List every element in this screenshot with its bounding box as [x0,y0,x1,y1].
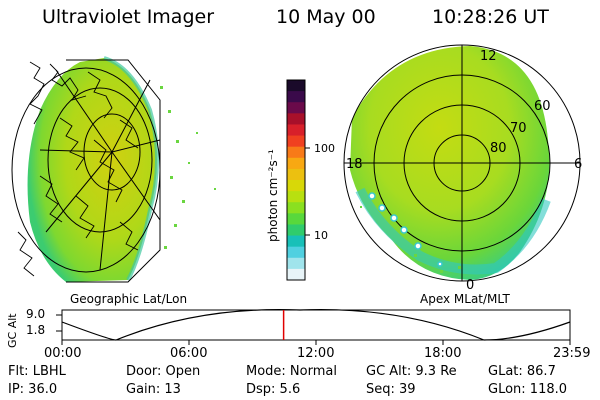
timeline-xtick-0000: 00:00 [44,346,82,361]
colorbar-segment [287,102,305,114]
auroral-oval-left [27,58,157,282]
colorbar-tick-label-100: 100 [314,142,335,155]
speckle-right [368,192,443,267]
colorbar-segment [287,224,305,237]
info-mode: Mode: Normal [246,364,337,379]
colorbar-segment [287,191,305,203]
info-filter: Flt: LBHL [8,364,66,379]
colorbar-segment [287,113,305,125]
info-dsp: Dsp: 5.6 [246,382,301,397]
timeline-axis-label: GC Alt [6,313,19,348]
colorbar-unit-label: photon cm⁻²s⁻¹ [266,149,280,242]
colorbar-segment [287,246,305,259]
mlat-label-70: 70 [510,121,527,136]
mlt-label-12: 12 [480,49,497,64]
timeline-xtick-2359: 23:59 [553,346,591,361]
info-door: Door: Open [126,364,201,379]
polar-grid [343,44,581,282]
colorbar-frame [286,79,306,281]
colorbar-segment [287,257,305,270]
info-ip: IP: 36.0 [8,382,58,397]
timeline-xtick-0600: 06:00 [170,346,208,361]
info-glat: GLat: 86.7 [488,364,556,379]
colorbar [286,79,306,281]
info-glon: GLon: 118.0 [488,382,568,397]
mlt-label-6: 6 [574,157,582,172]
image-date: 10 May 00 [276,6,376,28]
mlat-label-80: 80 [490,141,507,156]
right-panel-caption: Apex MLat/MLT [420,292,510,306]
colorbar-segment [287,124,305,137]
colorbar-segment [287,157,305,170]
colorbar-segment [287,213,305,225]
timeline-xtick-1200: 12:00 [297,346,335,361]
colorbar-segment [287,168,305,181]
mlt-label-0: 0 [466,278,474,293]
mlt-label-18: 18 [346,157,363,172]
instrument-title: Ultraviolet Imager [42,6,215,28]
lat-lon-grid [11,59,161,283]
colorbar-segment [287,180,305,192]
dots-right [360,206,461,273]
colorbar-segment [287,135,305,148]
colorbar-tick-label-10: 10 [314,229,328,242]
colorbar-segment [287,146,305,159]
timeline-ytick-9: 9.0 [26,307,46,321]
colorbar-segment [287,91,305,103]
image-time: 10:28:26 UT [432,6,549,28]
mlat-label-60: 60 [534,99,551,114]
info-seq: Seq: 39 [366,382,416,397]
speckle-left [160,86,216,249]
geographic-image [11,56,216,283]
info-gc-alt: GC Alt: 9.3 Re [366,364,457,379]
colorbar-segment [287,268,305,281]
colorbar-segment [287,235,305,248]
coastlines [17,61,139,277]
oval-edge-left [103,56,159,281]
info-gain: Gain: 13 [126,382,181,397]
colorbar-segment [287,202,305,214]
left-panel-caption: Geographic Lat/Lon [70,292,188,306]
colorbar-segment [287,80,305,92]
altitude-timeline [56,309,571,345]
polar-image [343,44,581,282]
timeline-ytick-1.8: 1.8 [26,323,46,337]
timeline-xtick-1800: 18:00 [424,346,462,361]
